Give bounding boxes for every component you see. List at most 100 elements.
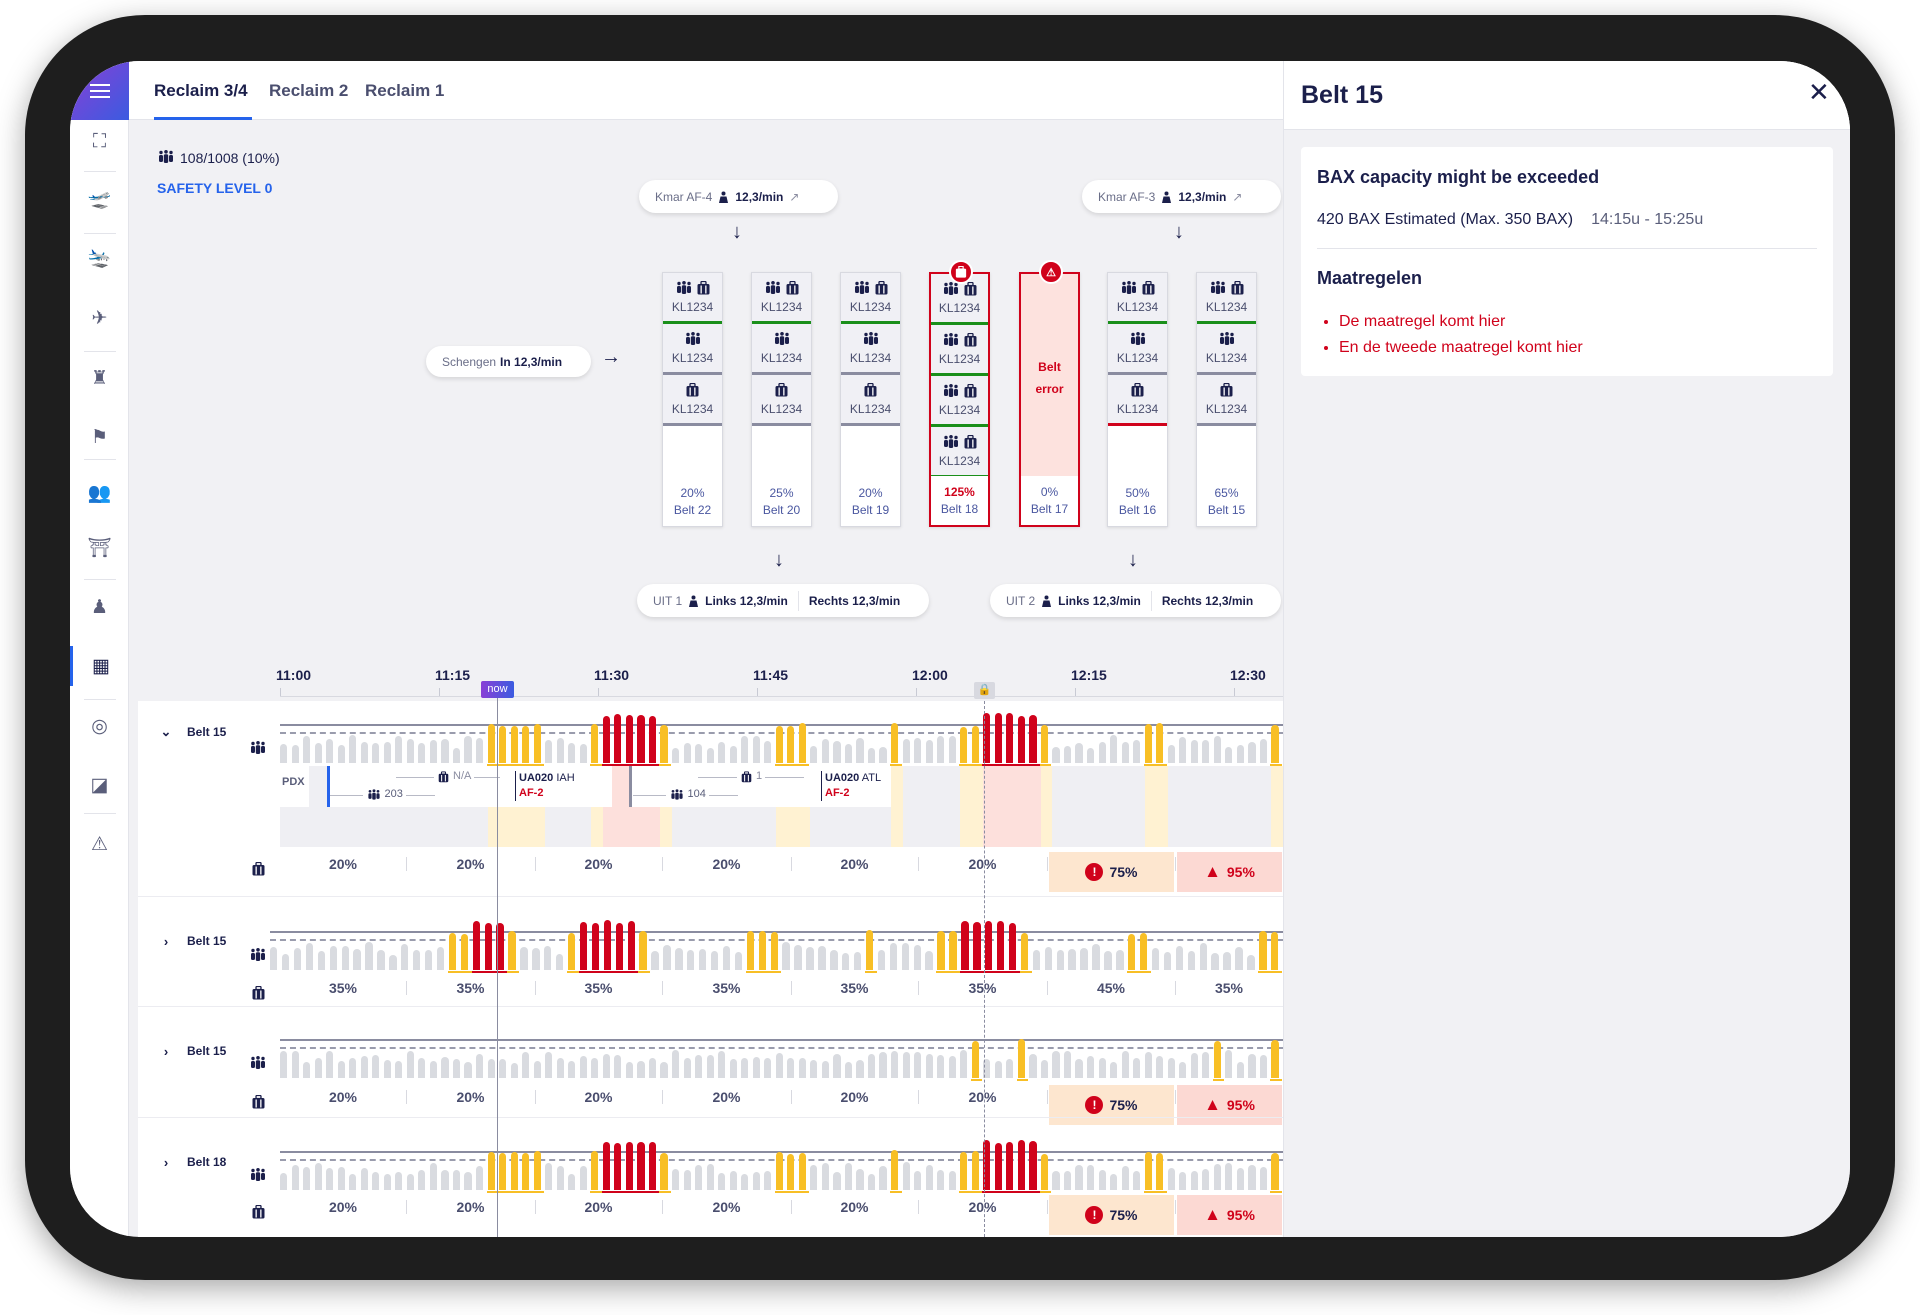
belt-16[interactable]: KL1234 KL1234 KL1234 50% Belt 16	[1107, 272, 1168, 527]
output-name: UIT 2	[1006, 593, 1036, 608]
now-marker[interactable]: now	[481, 681, 514, 698]
time-tick-label: 12:15	[1071, 667, 1107, 683]
capacity-cell-warn[interactable]: ! 75%	[1049, 1085, 1174, 1125]
capacity-cell-alert[interactable]: ▲ 95%	[1177, 852, 1282, 892]
output-1[interactable]: UIT 1 Links 12,3/min Rechts 12,3/min	[637, 584, 929, 617]
belt-slot[interactable]: KL1234	[752, 324, 811, 375]
load-bar	[914, 1170, 922, 1190]
sidebar-item-arrival[interactable]: 🛬	[70, 238, 129, 278]
load-bar	[844, 743, 853, 763]
load-bar	[270, 947, 278, 970]
time-axis	[280, 696, 1283, 697]
expand-toggle[interactable]: ›	[155, 1151, 177, 1173]
belt-slot[interactable]: KL1234	[1197, 324, 1256, 375]
capacity-max-line	[280, 724, 1283, 726]
slot-status-bar	[1197, 372, 1256, 375]
tab-reclaim-2[interactable]: Reclaim 2	[269, 81, 349, 100]
sidebar-item-network[interactable]: ⛶	[70, 122, 129, 162]
belt-slot[interactable]: KL1234	[931, 274, 988, 325]
belt-slot[interactable]: KL1234	[841, 324, 900, 375]
load-bar	[510, 1152, 518, 1190]
load-bar	[533, 1150, 541, 1190]
belt-slot[interactable]: KL1234	[752, 273, 811, 324]
capacity-cell-alert[interactable]: ▲ 95%	[1177, 1085, 1282, 1125]
kmar-input-2[interactable]: Kmar AF-3 12,3/min ↗	[1082, 180, 1281, 213]
load-underline	[982, 764, 994, 766]
output-2[interactable]: UIT 2 Links 12,3/min Rechts 12,3/min	[990, 584, 1281, 617]
belt-slot[interactable]: KL1234	[1108, 324, 1167, 375]
load-bar	[1029, 1054, 1037, 1078]
belt-18[interactable]: KL1234 KL1234 KL1234 KL1234 125% Belt 18	[929, 260, 990, 527]
belt-slot[interactable]: KL1234	[841, 375, 900, 426]
sidebar-divider	[84, 579, 116, 580]
header: Reclaim 3/4 Reclaim 2 Reclaim 1	[129, 61, 1353, 120]
belt-slot[interactable]: KL1234	[931, 376, 988, 427]
load-bar	[1052, 747, 1060, 763]
capacity-cell-warn[interactable]: ! 75%	[1049, 852, 1174, 892]
belt-slot[interactable]: KL1234	[841, 273, 900, 324]
belt-slot[interactable]: KL1234	[931, 427, 988, 478]
belt-15[interactable]: KL1234 KL1234 KL1234 65% Belt 15	[1196, 272, 1257, 527]
belt-slot[interactable]: KL1234	[1108, 375, 1167, 426]
expand-toggle[interactable]: ›	[155, 1040, 177, 1062]
chevron-right-icon: ›	[163, 1043, 169, 1059]
close-button[interactable]: ✕	[1808, 77, 1830, 108]
belt-slot[interactable]: KL1234	[663, 375, 722, 426]
expand-toggle[interactable]: ›	[155, 930, 177, 952]
people-icon	[250, 948, 266, 961]
belt-20[interactable]: KL1234 KL1234 KL1234 25% Belt 20	[751, 272, 812, 527]
timeline-row-header: › Belt 15	[155, 930, 227, 952]
load-underline	[659, 1191, 671, 1193]
load-underline	[486, 764, 499, 766]
menu-button[interactable]	[70, 61, 129, 120]
sidebar-item-passengers[interactable]: 👥	[70, 473, 129, 513]
belt-17[interactable]: Belt error 0% Belt 17 ⚠	[1019, 260, 1080, 527]
capacity-warning-line	[280, 1047, 1283, 1049]
capacity-cell-alert[interactable]: ▲ 95%	[1177, 1195, 1282, 1235]
expand-toggle[interactable]: ⌄	[155, 721, 177, 743]
belt-slot[interactable]: KL1234	[931, 325, 988, 376]
capacity-value: 35%	[1214, 980, 1244, 996]
belt-22[interactable]: KL1234 KL1234 KL1234 20% Belt 22	[662, 272, 723, 527]
load-underline	[613, 764, 625, 766]
belt-slot[interactable]: KL1234	[663, 273, 722, 324]
belt-slot[interactable]: KL1234	[1197, 273, 1256, 324]
sidebar-item-warning[interactable]: ⚠	[70, 824, 129, 864]
capacity-value: 20%	[328, 856, 358, 872]
tab-reclaim-1[interactable]: Reclaim 1	[365, 81, 445, 100]
capacity-cell-warn[interactable]: ! 75%	[1049, 1195, 1174, 1235]
sidebar-item-door[interactable]: ⛩	[70, 528, 129, 568]
tab-reclaim-3-4[interactable]: Reclaim 3/4	[154, 81, 248, 100]
load-bar	[1236, 744, 1245, 763]
load-underline	[636, 764, 648, 766]
sidebar-item-plane[interactable]: ✈	[70, 298, 129, 338]
load-bar	[729, 1170, 737, 1190]
capacity-value: 20%	[328, 1199, 358, 1215]
load-bar	[810, 745, 818, 763]
load-bar	[401, 944, 409, 970]
sidebar-item-baggage-belt[interactable]: ▦	[70, 646, 129, 686]
load-bar	[579, 1166, 587, 1190]
sidebar-item-officer[interactable]: ♟	[70, 587, 129, 627]
belt-slot[interactable]: KL1234	[1197, 375, 1256, 426]
load-bar	[770, 932, 778, 970]
schengen-input[interactable]: Schengen In 12,3/min	[426, 346, 591, 377]
sidebar-item-gate[interactable]: ⚑	[70, 417, 129, 457]
sidebar-item-map[interactable]: ◪	[70, 765, 129, 805]
belt-slot[interactable]: KL1234	[663, 324, 722, 375]
luggage-icon	[964, 435, 977, 449]
lock-icon[interactable]: 🔒	[974, 682, 995, 699]
sidebar-item-departure[interactable]: 🛫	[70, 179, 129, 219]
load-bar	[706, 1055, 714, 1078]
load-bar	[496, 922, 504, 970]
load-bar	[293, 948, 302, 970]
belt-19[interactable]: KL1234 KL1234 KL1234 20% Belt 19	[840, 272, 901, 527]
belt-slot[interactable]: KL1234	[1108, 273, 1167, 324]
sidebar-item-radar[interactable]: ◎	[70, 706, 129, 746]
kmar-input-1[interactable]: Kmar AF-4 12,3/min ↗	[639, 180, 838, 213]
people-icon	[250, 1168, 266, 1181]
belt-slot[interactable]: KL1234	[752, 375, 811, 426]
load-bar	[472, 920, 480, 970]
sidebar-item-tower[interactable]: ♜	[70, 358, 129, 398]
load-bar	[994, 1060, 1002, 1078]
